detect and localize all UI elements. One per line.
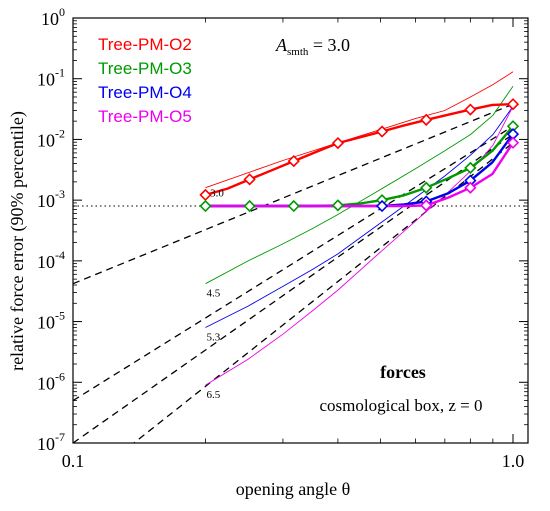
legend-entry: Tree-PM-O4 <box>98 83 192 102</box>
y-tick-label: 10-1 <box>37 66 65 90</box>
thin-curve-4 <box>205 106 514 386</box>
data-point <box>199 188 212 202</box>
legend-entry: Tree-PM-O2 <box>98 35 192 54</box>
series-lines <box>205 103 515 208</box>
legend: Tree-PM-O2 Tree-PM-O3 Tree-PM-O4 Tree-PM-O5 <box>98 35 192 126</box>
data-point <box>243 173 256 186</box>
legend-entry: Tree-PM-O5 <box>98 107 192 126</box>
y-tick-label: 10-4 <box>37 248 65 272</box>
thin-curve-2 <box>205 86 514 285</box>
x-axis-label: opening angle θ <box>236 479 351 499</box>
data-point <box>287 199 300 213</box>
y-axis-label: relative force error (90% percentile) <box>7 111 28 371</box>
y-tick-label: 10-3 <box>37 187 65 211</box>
thin-reference-curves <box>205 71 514 386</box>
thin-curve-3 <box>205 106 514 328</box>
dashed-line-2 <box>73 125 514 402</box>
data-point <box>420 113 433 126</box>
data-point <box>287 154 300 168</box>
x-tick-label: 0.1 <box>62 451 85 471</box>
data-point <box>331 199 345 212</box>
y-tick-label: 10-2 <box>37 126 65 150</box>
forces-annotation: forces <box>380 362 426 382</box>
data-point <box>506 136 520 149</box>
y-tick-label: 10-6 <box>37 369 65 393</box>
box-annotation: cosmological box, z = 0 <box>319 396 482 415</box>
axes-frame <box>72 17 529 444</box>
series-line-4 <box>205 142 515 208</box>
x-tick-label: 1.0 <box>502 451 525 471</box>
thin-curve-1 <box>205 71 514 189</box>
chart-labels: opening angle θ relative force error (90… <box>7 35 483 499</box>
data-point <box>199 199 212 213</box>
dashed-line-1 <box>73 103 514 285</box>
thin-curve-label: 4.5 <box>206 288 220 300</box>
asmth-annotation: Asmth = 3.0 <box>275 35 350 58</box>
series-markers <box>199 98 520 213</box>
data-point <box>464 181 477 194</box>
power-law-fit-lines <box>73 103 514 443</box>
dashed-line-4 <box>132 142 514 443</box>
thin-curve-label: 6.5 <box>206 389 220 401</box>
data-point <box>464 161 477 175</box>
tick-labels: 10-7 10-6 10-5 10-4 10-3 10-2 10-1 100 0.1 1.0 <box>37 5 524 471</box>
thin-curve-label: 5.3 <box>206 331 220 343</box>
dashed-line-3 <box>73 133 514 443</box>
data-point <box>420 181 433 194</box>
y-tick-label: 100 <box>41 5 65 29</box>
data-point <box>420 199 433 212</box>
thin-curve-label: 3.0 <box>210 187 224 199</box>
data-point <box>464 103 477 116</box>
data-point <box>375 125 389 138</box>
y-tick-label: 10-5 <box>37 309 65 333</box>
data-point <box>375 199 389 213</box>
data-point <box>243 199 256 213</box>
series-line-1 <box>205 103 514 197</box>
y-tick-label: 10-7 <box>37 430 65 454</box>
plot-frame <box>72 17 529 444</box>
data-point <box>506 98 520 111</box>
data-point <box>331 136 345 150</box>
legend-entry: Tree-PM-O3 <box>98 59 192 78</box>
